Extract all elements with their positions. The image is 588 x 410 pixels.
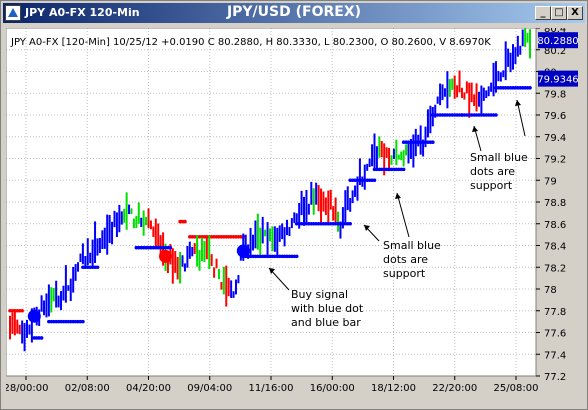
- y-tick-label: 78.8: [544, 198, 566, 209]
- price-badges: 80.2880 79.9346: [537, 32, 579, 87]
- resistance-dot: [20, 308, 24, 313]
- support-dot: [528, 86, 532, 90]
- support2-line-1: Small blue: [470, 151, 528, 164]
- y-tick-label: 79.2: [544, 155, 566, 166]
- buy-arrowhead: [269, 268, 275, 274]
- x-tick-label: 28/00:00: [6, 383, 48, 394]
- buy-annotation-line-1: Buy signal: [291, 288, 348, 301]
- y-tick-label: 77.4: [544, 350, 566, 361]
- x-tick-label: 11/16:00: [249, 383, 294, 394]
- maximize-button[interactable]: □: [551, 6, 567, 20]
- support1-arrowhead-a: [364, 225, 370, 231]
- y-tick-label: 79.4: [544, 133, 566, 144]
- support-dot: [431, 140, 435, 144]
- support-badge-bg: [538, 70, 578, 87]
- support1-line-3: support: [383, 267, 426, 280]
- support-dot: [168, 245, 173, 250]
- x-tick-label: 09/04:00: [187, 383, 232, 394]
- grid: [5, 27, 537, 377]
- last-price-badge-label: 80.2880: [537, 36, 578, 47]
- support2-arrowhead-a: [472, 126, 478, 132]
- y-tick-label: 78.4: [544, 242, 566, 253]
- x-tick-label: 04/20:00: [126, 383, 171, 394]
- support-badge-label: 79.9346: [537, 75, 578, 86]
- support-dot: [348, 221, 352, 226]
- y-tick-label: 78: [544, 285, 557, 296]
- resistance-dot: [183, 219, 187, 224]
- app-icon: [5, 5, 21, 21]
- chart-area: 77.2 77.4 77.6 77.8 78 78.2 78.4 78.6 78.8 79 79.2…: [4, 20, 580, 403]
- y-tick-label: 79.6: [544, 111, 566, 122]
- minimize-button[interactable]: _: [535, 6, 551, 20]
- window-title: JPY A0-FX 120-Min: [25, 6, 140, 19]
- x-tick-label: 02/08:00: [65, 383, 110, 394]
- annotation-buy-signal: Buy signal with blue dot and blue bar: [268, 267, 364, 329]
- annotation-support-1: Small blue dots are support: [363, 192, 441, 280]
- support1-line-1: Small blue: [383, 239, 441, 252]
- support-dot: [39, 336, 44, 340]
- price-bars: [9, 20, 531, 352]
- last-price-badge-bg: [538, 32, 578, 49]
- y-tick-label: 79.8: [544, 89, 566, 100]
- x-tick-label: 22/20:00: [432, 383, 477, 394]
- x-tick-label: 16/00:00: [310, 383, 355, 394]
- support-dot: [372, 178, 377, 183]
- signal-markers: [27, 244, 250, 323]
- support2-line-3: support: [470, 179, 513, 192]
- close-button[interactable]: X: [567, 6, 583, 20]
- support1-line-2: dots are: [383, 253, 428, 266]
- buy-signal-dot: [236, 244, 250, 258]
- y-tick-label: 79: [544, 176, 557, 187]
- buy-annotation-line-2: with blue dot: [291, 302, 364, 315]
- chart-title: JPY/USD (FOREX): [226, 4, 362, 20]
- title-bar: JPY A0-FX 120-Min JPY/USD (FOREX) _ □ X: [3, 3, 585, 23]
- support2-line-2: dots are: [470, 165, 515, 178]
- support1-arrow-b: [396, 192, 410, 238]
- support-dot: [95, 265, 100, 270]
- x-tick-label: 25/08:00: [494, 383, 539, 394]
- support1-arrowhead-b: [395, 193, 401, 199]
- y-tick-label: 80.4: [544, 28, 566, 35]
- support-dot: [494, 113, 498, 117]
- y-tick-label: 78.2: [544, 263, 566, 274]
- support-dot: [81, 319, 85, 324]
- x-axis: 28/00:00 02/08:00 04/20:00 09/04:00 11/16:00…: [4, 376, 539, 394]
- support-dot: [401, 167, 406, 172]
- annotation-support-2: Small blue dots are support: [470, 99, 528, 192]
- price-chart: 77.2 77.4 77.6 77.8 78 78.2 78.4 78.6 78.8 79 79.2…: [4, 20, 579, 394]
- support2-arrowhead-b: [515, 100, 521, 106]
- buy-annotation-line-3: and blue bar: [291, 316, 361, 329]
- sell-signal-dot: [159, 249, 173, 263]
- resistance-dots: [8, 219, 246, 313]
- support2-arrow-b: [516, 99, 526, 137]
- support-dot: [294, 254, 299, 259]
- y-tick-label: 80.2: [544, 46, 566, 57]
- y-tick-label: 77.8: [544, 307, 566, 318]
- buy-signal-dot: [27, 309, 41, 323]
- y-tick-label: 77.6: [544, 329, 566, 340]
- y-tick-label: 77.2: [544, 372, 566, 383]
- header-info: JPY A0-FX [120-Min] 10/25/12 +0.0190 C 8…: [10, 37, 491, 48]
- y-tick-label: 78.6: [544, 220, 566, 231]
- x-tick-label: 18/12:00: [371, 383, 416, 394]
